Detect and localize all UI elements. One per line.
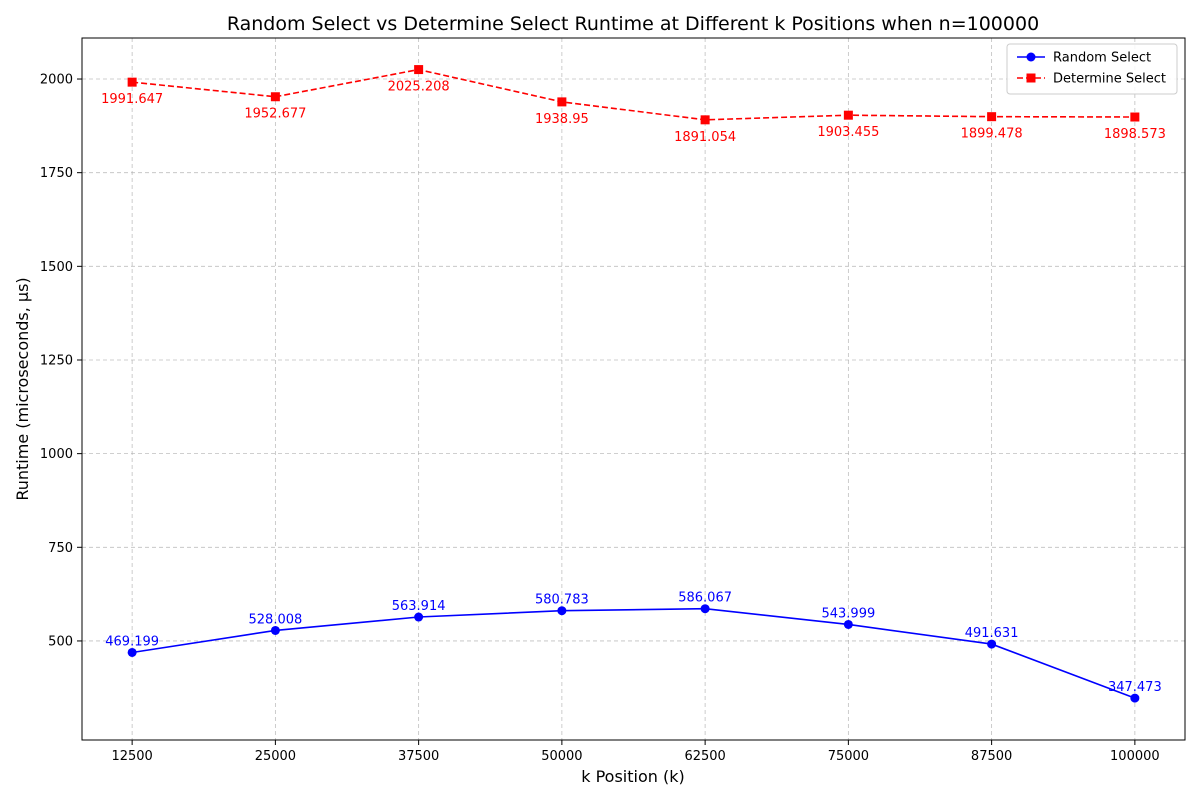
x-tick-label: 62500 (684, 749, 725, 764)
data-point-marker (270, 625, 280, 635)
data-value-label: 491.631 (965, 626, 1019, 641)
data-value-label: 1898.573 (1104, 127, 1166, 142)
chart-title: Random Select vs Determine Select Runtim… (227, 13, 1039, 35)
axis-ticks: 12500 25000 37500 50000 62500 75000 87500 10000… (40, 73, 1160, 764)
data-value-label: 563.914 (392, 599, 446, 614)
legend-label: Determine Select (1053, 72, 1166, 87)
y-tick-label: 1750 (40, 166, 73, 181)
y-axis-title: Runtime (microseconds, μs) (13, 277, 32, 500)
y-tick-label: 500 (48, 634, 73, 649)
data-point-marker (1130, 112, 1140, 122)
x-tick-label: 25000 (255, 749, 296, 764)
legend-entry: Random Select (1017, 51, 1151, 66)
x-tick-label: 50000 (541, 749, 582, 764)
x-axis-title: k Position (k) (581, 767, 684, 786)
x-tick-label: 12500 (111, 749, 152, 764)
x-tick-label: 87500 (971, 749, 1012, 764)
x-tick-label: 37500 (398, 749, 439, 764)
data-value-label: 1899.478 (961, 127, 1023, 142)
data-value-label: 580.783 (535, 593, 589, 608)
y-tick-label: 1000 (40, 447, 73, 462)
x-tick-label: 75000 (828, 749, 869, 764)
legend-label: Random Select (1053, 51, 1151, 66)
data-value-label: 586.067 (678, 591, 732, 606)
plot-series: 469.199 528.008 563.914 580.783 586.067 543.9… (101, 65, 1166, 703)
data-point-marker (700, 604, 710, 614)
data-point-marker (557, 97, 567, 107)
data-point-marker (127, 77, 137, 87)
data-point-marker (1130, 693, 1140, 703)
data-value-label: 347.473 (1108, 680, 1162, 695)
data-value-label: 469.199 (105, 634, 159, 649)
legend-marker (1026, 73, 1036, 83)
legend-box (1006, 43, 1178, 95)
data-value-label: 1903.455 (817, 125, 879, 140)
series-random-select: 469.199 528.008 563.914 580.783 586.067 543.9… (105, 591, 1162, 703)
data-point-marker (843, 619, 853, 629)
legend-marker (1026, 52, 1036, 62)
x-tick-label: 100000 (1110, 749, 1160, 764)
plot-frame (81, 37, 1186, 741)
data-value-label: 2025.208 (388, 80, 450, 95)
data-point-marker (843, 110, 853, 120)
data-value-label: 1891.054 (674, 130, 736, 145)
series-determine-select: 1991.647 1952.677 2025.208 1938.95 1891.054 1… (101, 65, 1166, 145)
legend: Random Select Determine Select (1006, 43, 1178, 95)
data-point-marker (557, 606, 567, 616)
y-tick-label: 1500 (40, 260, 73, 275)
data-value-label: 1991.647 (101, 92, 163, 107)
data-point-marker (987, 639, 997, 649)
data-value-label: 543.999 (821, 606, 875, 621)
data-point-marker (987, 112, 997, 122)
data-value-label: 1938.95 (535, 112, 589, 127)
data-point-marker (700, 115, 710, 125)
y-tick-label: 750 (48, 541, 73, 556)
data-point-marker (270, 92, 280, 102)
y-tick-label: 2000 (40, 73, 73, 88)
data-point-marker (414, 65, 424, 75)
y-tick-label: 1250 (40, 353, 73, 368)
grid-lines (82, 38, 1185, 740)
data-point-marker (414, 612, 424, 622)
data-value-label: 1952.677 (244, 107, 306, 122)
legend-entry: Determine Select (1017, 72, 1166, 87)
data-value-label: 528.008 (249, 612, 303, 627)
series-line (132, 607, 1136, 699)
series-line (132, 68, 1135, 121)
data-point-marker (127, 647, 137, 657)
